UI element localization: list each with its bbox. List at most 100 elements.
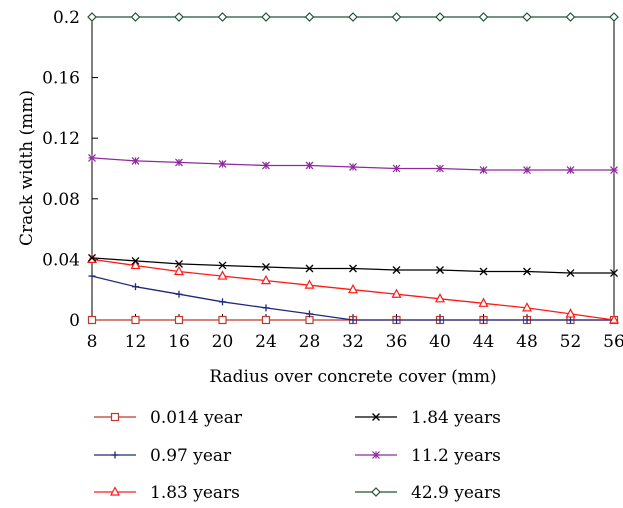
x-tick-label: 56 bbox=[603, 332, 623, 352]
x-tick-label: 12 bbox=[125, 332, 147, 352]
data-point bbox=[88, 272, 96, 280]
data-point-stroke bbox=[175, 259, 183, 268]
data-point-stroke bbox=[131, 157, 140, 165]
data-point bbox=[565, 308, 576, 318]
data-point bbox=[436, 266, 444, 274]
data-point bbox=[217, 270, 228, 280]
y-axis-label: Crack width (mm) bbox=[17, 90, 37, 246]
data-point bbox=[306, 310, 313, 318]
y-tick-label: 0.12 bbox=[42, 129, 80, 149]
data-point bbox=[565, 12, 576, 22]
data-point bbox=[88, 253, 96, 262]
data-point bbox=[174, 315, 184, 325]
data-point bbox=[218, 160, 227, 168]
data-point bbox=[88, 153, 96, 162]
data-point bbox=[392, 266, 401, 274]
data-point bbox=[304, 279, 315, 289]
data-point bbox=[174, 12, 184, 22]
data-point-stroke bbox=[523, 267, 531, 276]
series bbox=[88, 153, 618, 174]
series bbox=[88, 253, 618, 277]
data-point bbox=[391, 12, 402, 22]
series-layer bbox=[87, 12, 619, 325]
data-point bbox=[130, 12, 141, 22]
x-tick-label: 28 bbox=[299, 332, 321, 352]
legend-label: 1.84 years bbox=[411, 408, 501, 428]
data-point bbox=[478, 297, 489, 307]
data-point bbox=[131, 256, 140, 265]
data-point-stroke bbox=[218, 261, 227, 270]
data-point bbox=[217, 12, 228, 22]
data-point bbox=[261, 315, 271, 325]
legend-item: 1.84 years bbox=[355, 408, 501, 428]
x-tick-label: 32 bbox=[342, 332, 364, 352]
data-point-stroke bbox=[372, 451, 380, 459]
x-tick-label: 20 bbox=[212, 332, 234, 352]
data-point bbox=[523, 316, 531, 324]
legend-item: 42.9 years bbox=[355, 483, 501, 503]
data-point bbox=[348, 12, 358, 22]
x-tick-label: 24 bbox=[255, 332, 277, 352]
data-point bbox=[175, 290, 183, 298]
data-point-stroke bbox=[349, 163, 357, 171]
legend-label: 11.2 years bbox=[411, 446, 501, 466]
x-axis-label: Radius over concrete cover (mm) bbox=[209, 367, 496, 387]
data-point bbox=[522, 12, 532, 22]
y-tick-label: 0 bbox=[69, 311, 80, 331]
data-point bbox=[609, 314, 619, 324]
data-point-stroke bbox=[372, 413, 380, 421]
data-point bbox=[262, 263, 270, 271]
data-point bbox=[392, 164, 401, 173]
legend-item: 0.014 year bbox=[94, 408, 243, 428]
data-point bbox=[391, 288, 402, 298]
data-point bbox=[261, 274, 271, 285]
data-point bbox=[523, 166, 531, 174]
data-point bbox=[349, 264, 357, 273]
data-point bbox=[219, 298, 226, 306]
x-tick-label: 48 bbox=[516, 332, 538, 352]
data-point bbox=[349, 316, 357, 324]
data-point bbox=[262, 161, 270, 170]
data-point-stroke bbox=[305, 161, 314, 170]
data-point bbox=[566, 166, 575, 174]
data-point bbox=[305, 264, 314, 273]
series bbox=[87, 12, 619, 22]
data-point bbox=[110, 486, 120, 496]
data-point bbox=[218, 261, 227, 270]
data-point-stroke bbox=[88, 253, 96, 262]
data-point-stroke bbox=[479, 166, 488, 174]
data-point-stroke bbox=[610, 269, 618, 277]
data-point bbox=[567, 316, 574, 324]
data-point-stroke bbox=[349, 264, 357, 273]
data-point-stroke bbox=[262, 263, 270, 271]
data-point-stroke bbox=[305, 264, 314, 273]
data-point bbox=[566, 269, 575, 277]
data-point bbox=[348, 283, 358, 294]
legend-item: 1.83 years bbox=[94, 483, 240, 503]
data-point bbox=[174, 265, 184, 276]
y-axis-ticks: 0 0.04 0.08 0.12 0.16 0.2 bbox=[42, 8, 98, 331]
y-tick-label: 0.04 bbox=[42, 250, 80, 270]
data-point-stroke bbox=[479, 267, 488, 276]
legend-label: 1.83 years bbox=[150, 483, 240, 503]
data-point bbox=[523, 267, 531, 276]
data-point-stroke bbox=[218, 160, 227, 168]
series-line bbox=[91, 275, 614, 321]
data-point bbox=[372, 413, 380, 421]
data-point bbox=[130, 259, 141, 270]
data-point bbox=[479, 267, 488, 276]
data-point-stroke bbox=[131, 256, 140, 265]
data-point-stroke bbox=[610, 166, 618, 174]
legend-item: 0.97 year bbox=[94, 446, 232, 466]
y-tick-label: 0.16 bbox=[42, 69, 80, 89]
data-point bbox=[479, 166, 488, 174]
data-point bbox=[610, 269, 618, 277]
data-point-stroke bbox=[88, 153, 96, 162]
series bbox=[87, 253, 619, 324]
data-point bbox=[305, 161, 314, 170]
legend-item: 11.2 years bbox=[355, 446, 501, 466]
data-point bbox=[175, 158, 183, 167]
data-point bbox=[435, 293, 445, 303]
x-tick-label: 36 bbox=[386, 332, 408, 352]
